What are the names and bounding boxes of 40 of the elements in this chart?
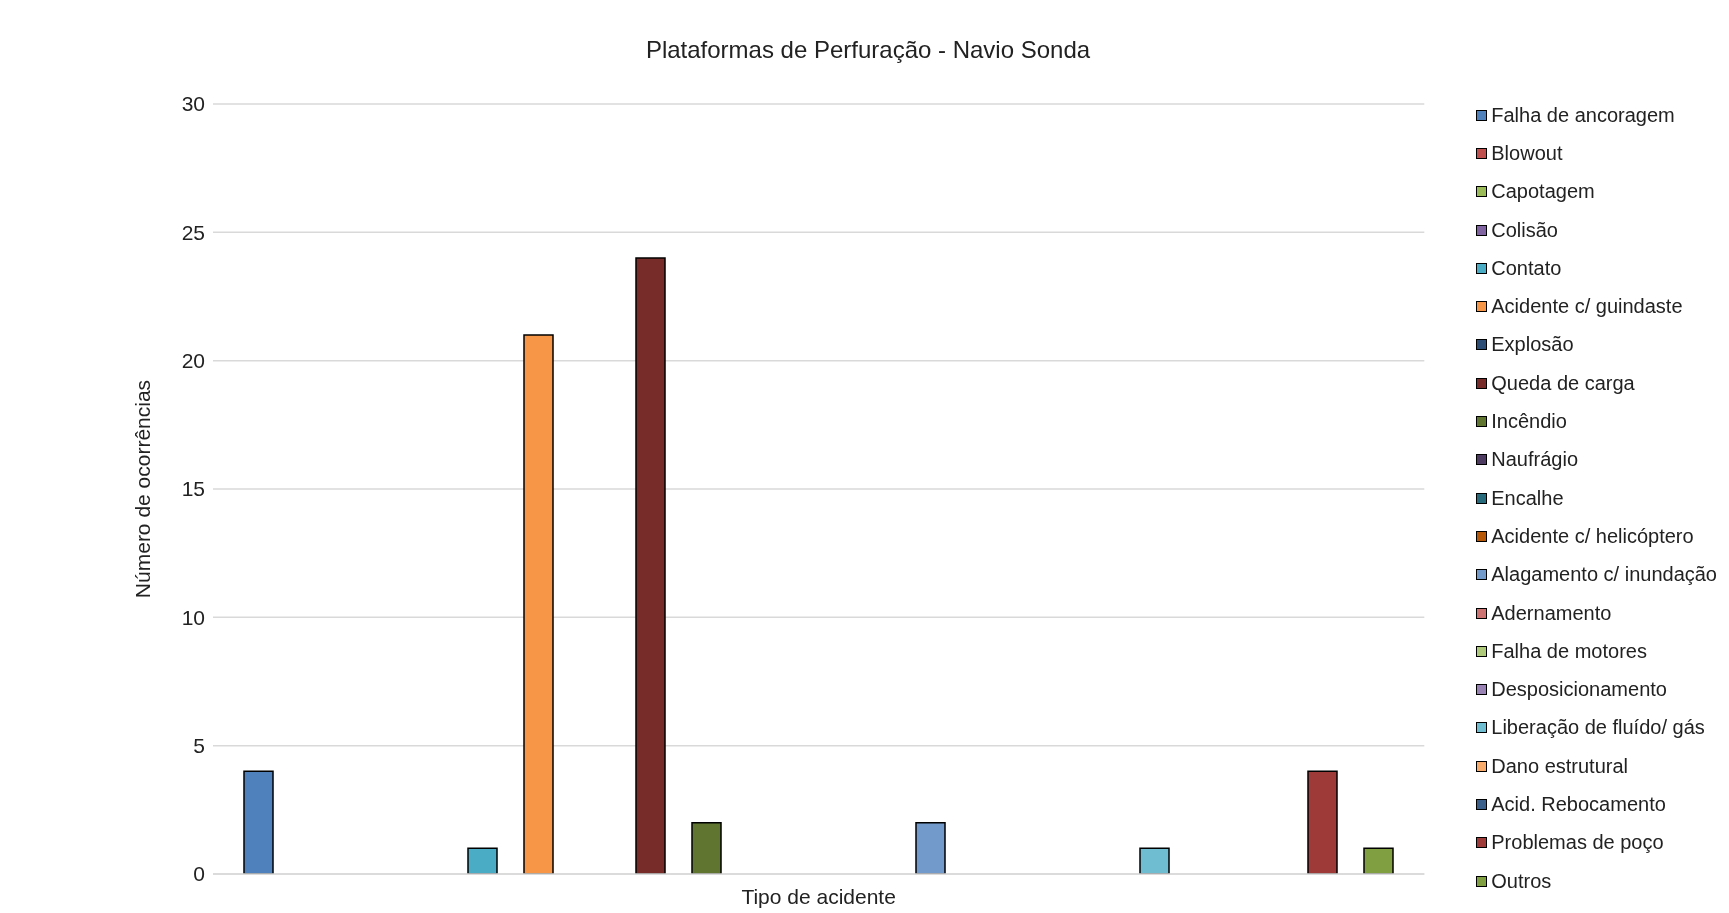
legend-label: Desposicionamento [1491,678,1667,702]
y-tick-label: 20 [181,349,205,373]
legend-label: Outros [1491,869,1552,893]
bar [1139,847,1170,874]
legend-label: Adernamento [1491,601,1612,625]
legend-label: Encalhe [1491,486,1564,510]
legend-label: Contato [1491,256,1562,280]
x-axis-title: Tipo de acidente [741,885,896,908]
y-tick-label: 25 [181,220,205,244]
legend-label: Acidente c/ guindaste [1491,295,1683,319]
legend-label: Liberação de fluído/ gás [1491,716,1705,740]
bar [691,821,722,874]
legend-label: Colisão [1491,218,1558,242]
bar [467,847,498,874]
y-tick-label: 5 [193,734,205,758]
bar [635,257,666,874]
legend-label: Falha de motores [1491,639,1647,663]
legend-label: Explosão [1491,333,1574,357]
bar [523,334,554,874]
bar [1363,847,1394,874]
legend-label: Falha de ancoragem [1491,103,1675,127]
y-tick-label: 30 [181,92,205,116]
legend-label: Incêndio [1491,410,1567,434]
legend-label: Alagamento c/ inundação [1491,563,1717,587]
bar [243,770,274,874]
legend-label: Queda de carga [1491,371,1635,395]
legend-label: Acid. Rebocamento [1491,792,1666,816]
bar [915,821,946,874]
legend-label: Acidente c/ helicóptero [1491,524,1694,548]
legend-label: Dano estrutural [1491,754,1629,778]
y-tick-label: 10 [181,605,205,629]
legend-label: Problemas de poço [1491,831,1664,855]
legend-label: Blowout [1491,141,1563,165]
bar [1307,770,1338,874]
legend-label: Capotagem [1491,180,1595,204]
chart-title: Plataformas de Perfuração - Navio Sonda [644,36,1092,64]
y-axis-title: Número de ocorrências [131,379,155,599]
y-tick-label: 15 [181,477,205,501]
y-tick-label: 0 [193,862,205,886]
legend-label: Naufrágio [1491,448,1578,472]
